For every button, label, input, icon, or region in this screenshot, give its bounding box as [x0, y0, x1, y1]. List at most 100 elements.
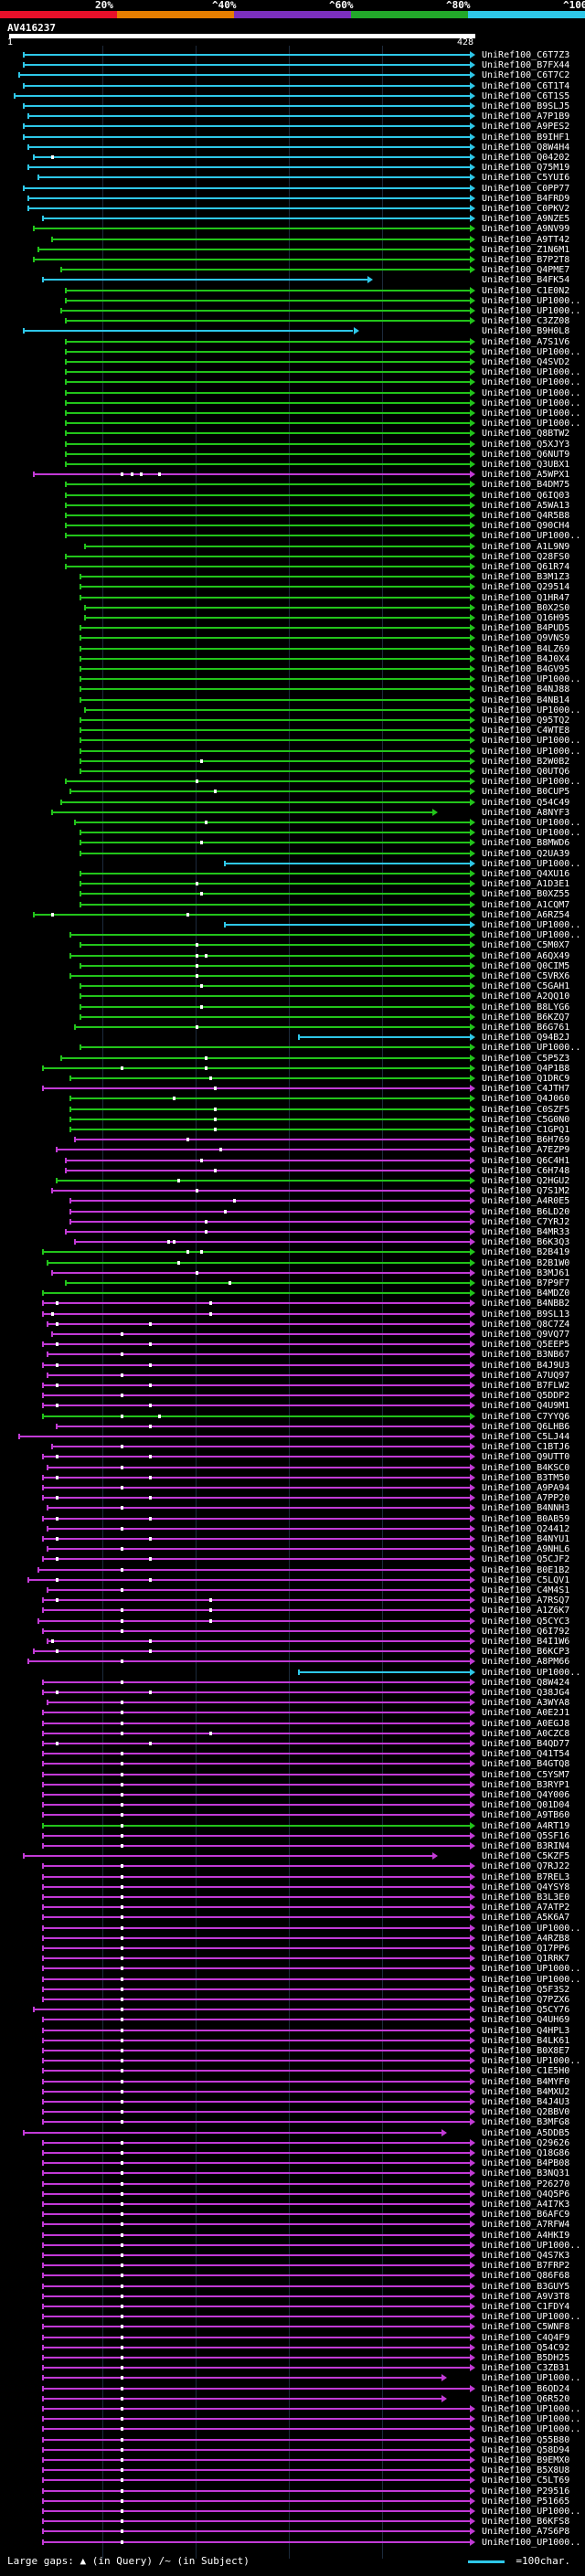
hit-label-link[interactable]: UniRef100_B6K3Q3: [482, 1237, 570, 1248]
hit-label-link[interactable]: UniRef100_B4NJ88: [482, 684, 570, 695]
hit-row[interactable]: UniRef100_C5LQV1: [0, 1574, 585, 1586]
hit-label-link[interactable]: UniRef100_A9PA94: [482, 1483, 570, 1493]
hit-label-link[interactable]: UniRef100_Q5F3S2: [482, 1984, 570, 1995]
hit-label-link[interactable]: UniRef100_P26270: [482, 2178, 570, 2189]
hit-label-link[interactable]: UniRef100_B9SLJ5: [482, 101, 570, 111]
hit-label-link[interactable]: UniRef100_B8MWD6: [482, 838, 570, 849]
hit-row[interactable]: UniRef100_Q4J060: [0, 1093, 585, 1105]
hit-label-link[interactable]: UniRef100_Q5DDP2: [482, 1391, 570, 1402]
hit-row[interactable]: UniRef100_B4NBB2: [0, 1298, 585, 1309]
hit-label-link[interactable]: UniRef100_A0CZC8: [482, 1728, 570, 1739]
hit-label-link[interactable]: UniRef100_B9EMX0: [482, 2455, 570, 2465]
hit-label-link[interactable]: UniRef100_A5DDB5: [482, 2127, 570, 2138]
hit-label-link[interactable]: UniRef100_A6RZ54: [482, 909, 570, 920]
hit-label-link[interactable]: UniRef100_B3NQ31: [482, 2168, 570, 2179]
hit-row[interactable]: UniRef100_B6LD20: [0, 1206, 585, 1218]
hit-label-link[interactable]: UniRef100_B7P9F7: [482, 1278, 570, 1288]
hit-label-link[interactable]: UniRef100_B0E1B2: [482, 1564, 570, 1575]
hit-row[interactable]: UniRef100_B6AFC9: [0, 2209, 585, 2221]
hit-label-link[interactable]: UniRef100_C1BTJ6: [482, 1442, 570, 1453]
hit-row[interactable]: UniRef100_B6KZQ7: [0, 1012, 585, 1023]
hit-label-link[interactable]: UniRef100_B4J4U3: [482, 2097, 570, 2107]
hit-row[interactable]: UniRef100_Q94B2J: [0, 1032, 585, 1044]
hit-row[interactable]: UniRef100_B6K3Q3: [0, 1236, 585, 1248]
hit-label-link[interactable]: UniRef100_C5VRX6: [482, 971, 570, 981]
hit-row[interactable]: UniRef100_A9NZE5: [0, 213, 585, 225]
hit-row[interactable]: UniRef100_UP1000..: [0, 735, 585, 747]
hit-label-link[interactable]: UniRef100_B4NNH3: [482, 1503, 570, 1514]
hit-row[interactable]: UniRef100_P51665: [0, 2496, 585, 2507]
hit-row[interactable]: UniRef100_UP1000..: [0, 858, 585, 870]
hit-label-link[interactable]: UniRef100_B4KSC0: [482, 1462, 570, 1473]
hit-row[interactable]: UniRef100_UP1000..: [0, 2506, 585, 2518]
hit-row[interactable]: UniRef100_B4MYF0: [0, 2076, 585, 2088]
hit-row[interactable]: UniRef100_B3MFG8: [0, 2116, 585, 2128]
hit-row[interactable]: UniRef100_A9NHL6: [0, 1543, 585, 1555]
hit-label-link[interactable]: UniRef100_B4DM75: [482, 480, 570, 491]
hit-row[interactable]: UniRef100_B8MWD6: [0, 837, 585, 849]
hit-label-link[interactable]: UniRef100_Q94B2J: [482, 1033, 570, 1044]
hit-label-link[interactable]: UniRef100_UP1000..: [482, 408, 581, 419]
hit-row[interactable]: UniRef100_A4RT19: [0, 1820, 585, 1832]
hit-row[interactable]: UniRef100_B2B1W0: [0, 1257, 585, 1269]
hit-label-link[interactable]: UniRef100_Q6R520: [482, 2393, 570, 2404]
hit-row[interactable]: UniRef100_C6H748: [0, 1165, 585, 1177]
hit-label-link[interactable]: UniRef100_UP1000..: [482, 1667, 581, 1678]
hit-label-link[interactable]: UniRef100_Q7PZX6: [482, 1995, 570, 2005]
hit-label-link[interactable]: UniRef100_A5WPX1: [482, 470, 570, 481]
hit-label-link[interactable]: UniRef100_B6QD24: [482, 2383, 570, 2394]
hit-label-link[interactable]: UniRef100_B6H769: [482, 1135, 570, 1146]
hit-row[interactable]: UniRef100_UP1000..: [0, 398, 585, 409]
hit-label-link[interactable]: UniRef100_A1D3E1: [482, 879, 570, 890]
hit-label-link[interactable]: UniRef100_Q4U9M1: [482, 1401, 570, 1412]
hit-row[interactable]: UniRef100_B3NB67: [0, 1349, 585, 1361]
hit-label-link[interactable]: UniRef100_UP1000..: [482, 419, 581, 429]
hit-row[interactable]: UniRef100_B2W0B2: [0, 756, 585, 768]
hit-row[interactable]: UniRef100_B7FRP2: [0, 2260, 585, 2272]
hit-label-link[interactable]: UniRef100_Q6IQ03: [482, 490, 570, 501]
hit-row[interactable]: UniRef100_Q1RRK7: [0, 1953, 585, 1965]
hit-label-link[interactable]: UniRef100_C5YSM7: [482, 1769, 570, 1780]
hit-row[interactable]: UniRef100_C5VRX6: [0, 970, 585, 982]
hit-label-link[interactable]: UniRef100_Q7RJ22: [482, 1861, 570, 1872]
hit-row[interactable]: UniRef100_Q1HR47: [0, 592, 585, 604]
hit-row[interactable]: UniRef100_Q2BBV0: [0, 2106, 585, 2118]
hit-label-link[interactable]: UniRef100_B4J9U3: [482, 1360, 570, 1371]
hit-label-link[interactable]: UniRef100_Q75M19: [482, 163, 570, 174]
hit-row[interactable]: UniRef100_A0E2J1: [0, 1707, 585, 1719]
hit-row[interactable]: UniRef100_C5GAH1: [0, 981, 585, 992]
hit-label-link[interactable]: UniRef100_UP1000..: [482, 1923, 581, 1934]
hit-label-link[interactable]: UniRef100_B4FRD9: [482, 193, 570, 204]
hit-label-link[interactable]: UniRef100_A5WA13: [482, 500, 570, 511]
hit-row[interactable]: UniRef100_C6T7C2: [0, 69, 585, 81]
hit-row[interactable]: UniRef100_C0PKV2: [0, 203, 585, 215]
hit-label-link[interactable]: UniRef100_Q5SF16: [482, 1830, 570, 1841]
hit-row[interactable]: UniRef100_A7RFW4: [0, 2219, 585, 2231]
hit-row[interactable]: UniRef100_UP1000..: [0, 2055, 585, 2067]
hit-row[interactable]: UniRef100_Q5SF16: [0, 1830, 585, 1842]
hit-row[interactable]: UniRef100_UP1000..: [0, 2403, 585, 2415]
hit-label-link[interactable]: UniRef100_Q28FS0: [482, 551, 570, 562]
hit-label-link[interactable]: UniRef100_C5KZF5: [482, 1851, 570, 1862]
hit-label-link[interactable]: UniRef100_A4HKI9: [482, 2230, 570, 2241]
hit-label-link[interactable]: UniRef100_A1L9N9: [482, 541, 570, 552]
hit-row[interactable]: UniRef100_C5M0X7: [0, 939, 585, 951]
hit-label-link[interactable]: UniRef100_B7REL3: [482, 1871, 570, 1882]
hit-row[interactable]: UniRef100_B3M1Z3: [0, 571, 585, 583]
hit-label-link[interactable]: UniRef100_B3L3E0: [482, 1892, 570, 1903]
hit-row[interactable]: UniRef100_B4KSC0: [0, 1462, 585, 1474]
hit-label-link[interactable]: UniRef100_Q8C7Z4: [482, 1319, 570, 1330]
hit-row[interactable]: UniRef100_B9H0L8: [0, 325, 585, 337]
hit-row[interactable]: UniRef100_C1GPQ1: [0, 1124, 585, 1136]
hit-label-link[interactable]: UniRef100_C1E0N2: [482, 285, 570, 296]
hit-label-link[interactable]: UniRef100_C1FDY4: [482, 2302, 570, 2312]
hit-row[interactable]: UniRef100_C1E0N2: [0, 285, 585, 297]
hit-label-link[interactable]: UniRef100_A7EZP9: [482, 1145, 570, 1156]
hit-label-link[interactable]: UniRef100_UP1000..: [482, 705, 581, 716]
hit-label-link[interactable]: UniRef100_A0EGJ8: [482, 1718, 570, 1729]
hit-row[interactable]: UniRef100_Q58D94: [0, 2444, 585, 2456]
hit-row[interactable]: UniRef100_B9SLJ5: [0, 101, 585, 112]
hit-label-link[interactable]: UniRef100_B6KCP3: [482, 1647, 570, 1658]
hit-label-link[interactable]: UniRef100_UP1000..: [482, 1043, 581, 1054]
hit-label-link[interactable]: UniRef100_B0X2S0: [482, 602, 570, 613]
